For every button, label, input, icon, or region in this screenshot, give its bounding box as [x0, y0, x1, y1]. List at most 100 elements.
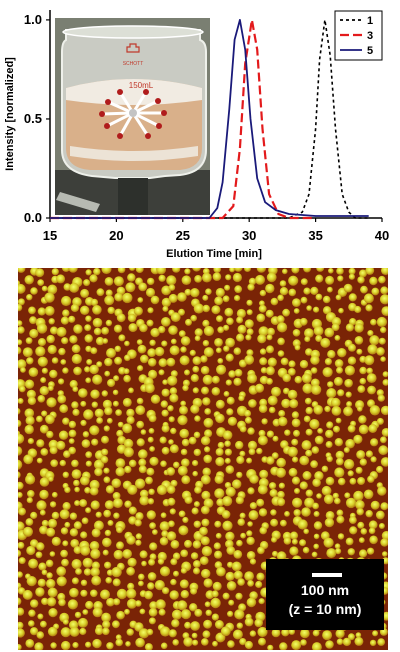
- y-ticks: 0.0 0.5 1.0: [24, 12, 50, 225]
- afm-grain: [271, 536, 277, 543]
- afm-grain: [200, 536, 210, 546]
- legend-label-1: 1: [367, 15, 373, 27]
- afm-grain: [233, 570, 243, 580]
- afm-grain: [194, 328, 203, 337]
- afm-grain: [47, 284, 58, 295]
- afm-grain: [304, 336, 311, 343]
- afm-grain: [211, 387, 221, 396]
- afm-grain: [167, 405, 174, 412]
- afm-grain: [64, 521, 71, 528]
- afm-grain: [192, 639, 199, 646]
- afm-grain: [257, 626, 268, 638]
- afm-grain: [72, 386, 79, 393]
- afm-grain: [293, 308, 300, 314]
- afm-grain: [105, 485, 115, 494]
- afm-grain: [316, 493, 322, 499]
- afm-grain: [18, 326, 25, 334]
- afm-grain: [71, 559, 82, 570]
- afm-grain: [90, 298, 99, 307]
- afm-grain: [299, 455, 310, 466]
- afm-grain: [364, 355, 375, 366]
- afm-grain: [169, 387, 178, 395]
- afm-grain: [327, 381, 334, 388]
- afm-grain: [354, 323, 364, 333]
- afm-grain: [259, 526, 267, 535]
- afm-grain: [40, 620, 47, 628]
- afm-grain: [47, 344, 57, 355]
- afm-grain: [112, 498, 123, 509]
- afm-grain: [246, 597, 257, 608]
- scale-bar-label: 100 nm: [301, 582, 349, 598]
- afm-grain: [173, 461, 180, 469]
- afm-grain: [246, 328, 254, 336]
- afm-grain: [60, 359, 67, 365]
- afm-grain: [201, 638, 209, 646]
- afm-grain: [345, 537, 354, 546]
- afm-grain: [114, 345, 122, 352]
- afm-grain: [74, 611, 82, 619]
- afm-grain: [313, 521, 323, 530]
- afm-grain: [258, 508, 268, 517]
- afm-grain: [287, 446, 298, 457]
- afm-grain: [56, 326, 67, 337]
- afm-grain: [380, 457, 388, 467]
- afm-grain: [360, 285, 368, 294]
- afm-grain: [46, 578, 56, 589]
- afm-grain: [180, 336, 191, 346]
- afm-grain: [215, 287, 225, 298]
- afm-grain: [46, 430, 54, 439]
- afm-grain: [215, 399, 225, 409]
- afm-grain: [327, 286, 333, 293]
- afm-grain: [212, 272, 222, 281]
- afm-grain: [300, 278, 308, 286]
- afm-grain: [85, 345, 92, 353]
- afm-grain: [247, 521, 253, 527]
- afm-grain: [23, 454, 34, 465]
- afm-grain: [106, 417, 113, 424]
- afm-grain: [202, 467, 211, 477]
- afm-grain: [338, 307, 344, 314]
- afm-grain: [365, 450, 373, 458]
- afm-grain: [39, 525, 48, 535]
- afm-grain: [41, 519, 49, 527]
- afm-grain: [301, 440, 312, 451]
- afm-grain: [202, 340, 210, 347]
- afm-grain: [155, 599, 166, 610]
- afm-grain: [190, 314, 197, 322]
- afm-grain: [122, 549, 132, 559]
- afm-grain: [37, 578, 46, 587]
- afm-grain: [376, 389, 384, 397]
- afm-grain: [201, 546, 213, 557]
- afm-grain: [277, 350, 285, 357]
- afm-grain: [292, 329, 301, 337]
- afm-grain: [103, 509, 112, 518]
- afm-grain: [51, 268, 59, 276]
- afm-grain: [222, 592, 230, 600]
- afm-grain: [161, 409, 169, 417]
- afm-grain: [85, 460, 92, 467]
- afm-grain: [322, 367, 333, 378]
- afm-grain: [18, 628, 25, 638]
- afm-grain: [73, 479, 80, 487]
- afm-grain: [243, 409, 252, 418]
- afm-grain: [96, 288, 105, 297]
- afm-grain: [166, 357, 176, 367]
- afm-grain: [266, 456, 275, 465]
- afm-grain: [376, 417, 384, 425]
- afm-grain: [158, 325, 166, 334]
- afm-grain: [18, 507, 26, 516]
- afm-grain: [160, 512, 167, 519]
- afm-grain: [246, 299, 253, 306]
- afm-grain: [222, 496, 233, 507]
- afm-grain: [202, 630, 211, 639]
- afm-height-image: 100 nm (z = 10 nm): [18, 268, 388, 650]
- afm-grain: [370, 500, 380, 510]
- afm-grain: [193, 567, 200, 575]
- afm-grain: [116, 526, 123, 534]
- afm-grain: [326, 455, 333, 463]
- afm-grain: [201, 386, 209, 395]
- afm-grain: [73, 546, 82, 555]
- afm-grain: [309, 419, 320, 430]
- afm-grain: [344, 492, 351, 499]
- afm-grain: [61, 558, 69, 567]
